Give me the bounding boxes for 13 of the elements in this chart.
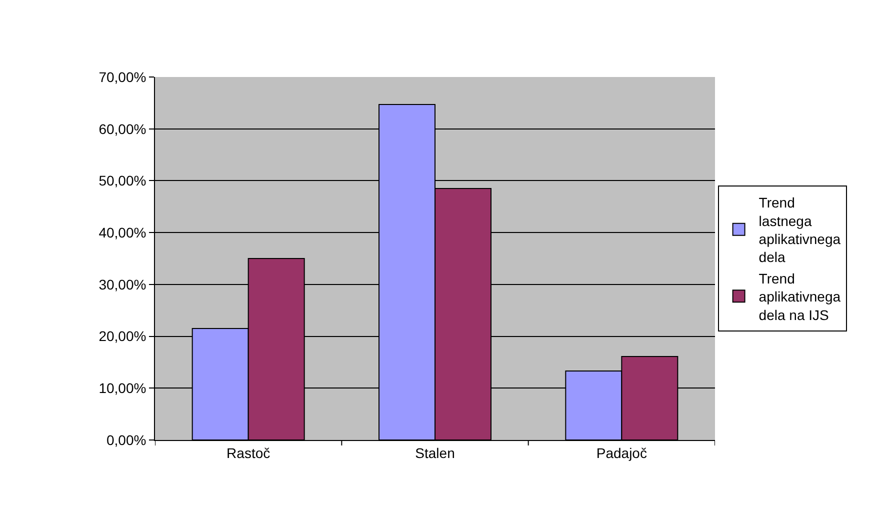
y-tick-label: 10,00% [98,380,146,396]
x-tick-label: Padajoč [596,444,647,461]
y-tick-label: 70,00% [98,68,146,85]
y-tick-label: 30,00% [98,276,146,292]
y-tick-label: 60,00% [98,120,146,137]
x-tick-label: Stalen [415,444,455,461]
legend-label: Trend lastnega aplikativnega dela [758,194,841,266]
y-tick-label: 40,00% [98,224,146,240]
x-tick-label: Rastoč [226,444,270,461]
y-tick-label: 50,00% [98,172,146,189]
y-tick-label: 0,00% [106,432,146,448]
legend-label: Trend aplikativnega dela na IJS [758,270,841,323]
y-tick-label: 20,00% [98,328,146,344]
